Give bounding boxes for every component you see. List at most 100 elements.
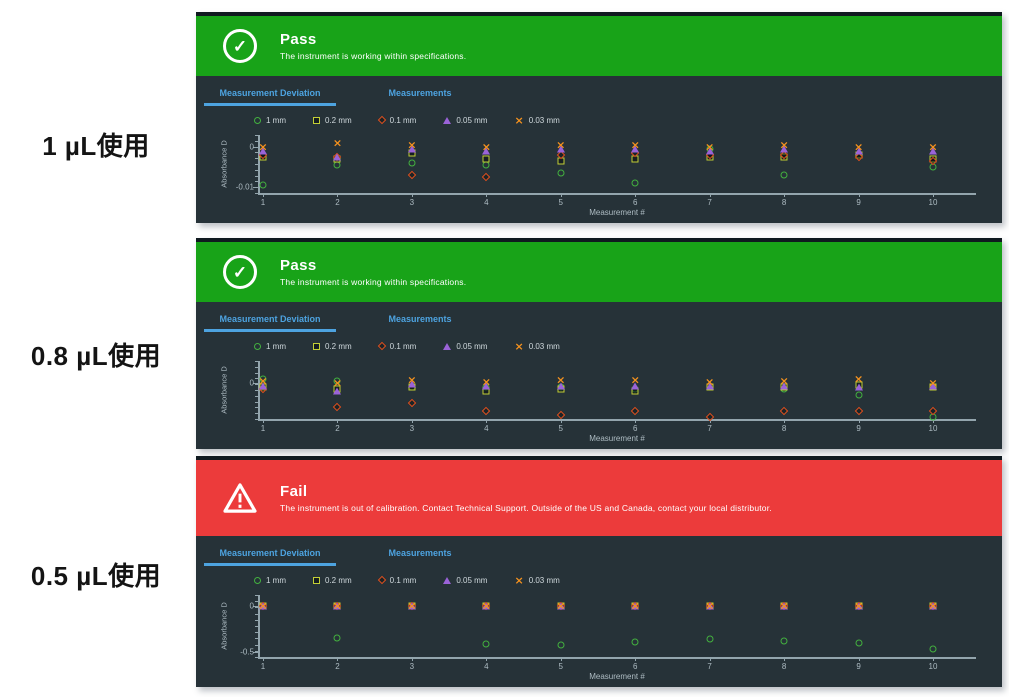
x-tick	[709, 657, 711, 661]
tab-measurements[interactable]: Measurements	[388, 314, 452, 324]
data-point	[705, 412, 714, 422]
data-point: ×	[780, 601, 789, 612]
y-minor-tick	[255, 378, 258, 380]
data-point	[631, 382, 640, 390]
x-marker: ×	[630, 599, 640, 613]
x-tick-label: 8	[781, 424, 787, 433]
x-marker: ×	[481, 599, 491, 613]
x-marker: ×	[481, 375, 491, 389]
tab-measurements[interactable]: Measurements	[388, 548, 452, 558]
data-point	[631, 638, 639, 646]
diamond-marker	[705, 412, 714, 422]
data-point	[482, 406, 491, 416]
legend-item: × 0.03 mm	[514, 575, 559, 586]
x-marker: ×	[779, 374, 789, 388]
x-axis-line	[258, 657, 976, 659]
x-marker: ×	[481, 140, 491, 154]
x-marker: ×	[556, 373, 566, 387]
data-point	[407, 380, 416, 388]
data-point	[556, 150, 566, 160]
circle-marker	[408, 159, 416, 167]
data-point	[556, 410, 566, 420]
tab-measurement-deviation[interactable]: Measurement Deviation	[204, 543, 336, 566]
square-marker	[929, 155, 937, 163]
x-marker: ×	[258, 140, 268, 154]
diamond-marker	[928, 406, 938, 416]
data-point: ×	[928, 601, 937, 612]
x-marker: ×	[928, 140, 938, 154]
data-point	[482, 161, 490, 169]
data-point: ×	[853, 599, 864, 613]
y-tick-label: 0	[249, 378, 254, 388]
x-tick-label: 9	[856, 662, 861, 671]
legend-item: 0.05 mm	[443, 116, 487, 125]
x-tick-label: 8	[781, 198, 787, 207]
triangle-marker	[443, 116, 452, 124]
x-tick-label: 1	[260, 198, 266, 207]
row-label-1ul: 1 µL使用	[42, 131, 150, 161]
x-axis-title: Measurement #	[589, 434, 645, 443]
x-marker: ×	[332, 136, 343, 150]
x-tick-label: 2	[335, 424, 340, 433]
data-point	[557, 157, 565, 165]
legend-label: 0.05 mm	[456, 575, 488, 585]
diamond-marker	[854, 406, 863, 416]
data-point	[630, 406, 640, 416]
tab-measurement-deviation[interactable]: Measurement Deviation	[204, 83, 336, 106]
triangle-marker	[259, 147, 267, 155]
status-title: Fail	[280, 483, 308, 500]
y-minor-tick	[255, 158, 258, 160]
y-minor-tick	[255, 175, 258, 177]
data-point: ×	[779, 374, 789, 388]
data-point	[333, 387, 342, 395]
circle-marker	[557, 169, 565, 177]
triangle-marker	[482, 382, 491, 390]
y-minor-tick	[255, 632, 258, 634]
data-point	[928, 156, 938, 166]
data-point	[929, 602, 937, 610]
data-point	[631, 155, 639, 163]
data-point	[929, 382, 937, 390]
x-tick	[560, 657, 562, 661]
y-minor-tick	[255, 169, 258, 171]
data-point	[259, 181, 267, 189]
x-tick-label: 1	[260, 424, 266, 433]
tab-bar: Measurement Deviation Measurements	[196, 83, 1002, 106]
x-tick	[486, 657, 488, 661]
tab-measurements[interactable]: Measurements	[388, 88, 452, 98]
triangle-marker	[333, 602, 342, 610]
data-point	[407, 145, 416, 153]
circle-marker	[333, 377, 341, 385]
x-tick	[858, 419, 860, 423]
data-point	[631, 145, 640, 153]
circle-marker	[482, 640, 490, 648]
data-point: ×	[481, 599, 491, 613]
triangle-marker	[333, 387, 342, 395]
circle-marker	[254, 576, 261, 584]
y-minor-tick	[255, 135, 258, 136]
x-tick-label: 8	[781, 662, 787, 671]
tab-measurement-deviation[interactable]: Measurement Deviation	[204, 309, 336, 332]
x-marker: ×	[853, 599, 864, 613]
x-tick-label: 10	[928, 662, 938, 671]
circle-marker	[482, 161, 490, 169]
y-minor-tick	[255, 626, 258, 627]
y-tick	[253, 187, 258, 188]
x-marker: ×	[779, 138, 789, 152]
data-point: ×	[333, 601, 342, 612]
x-axis-title: Measurement #	[589, 208, 645, 217]
y-tick	[253, 652, 258, 654]
data-point	[705, 147, 714, 155]
data-point: ×	[854, 142, 863, 153]
data-point	[855, 639, 863, 647]
data-point	[705, 382, 714, 390]
legend-item: 0.2 mm	[313, 116, 352, 125]
legend-item: 0.2 mm	[313, 342, 352, 351]
legend-item: 0.2 mm	[313, 576, 352, 585]
triangle-marker	[929, 602, 937, 610]
circle-marker	[259, 375, 267, 383]
x-tick-label: 3	[409, 424, 415, 433]
x-tick	[635, 419, 637, 423]
circle-marker	[929, 413, 937, 421]
data-point	[482, 172, 491, 182]
